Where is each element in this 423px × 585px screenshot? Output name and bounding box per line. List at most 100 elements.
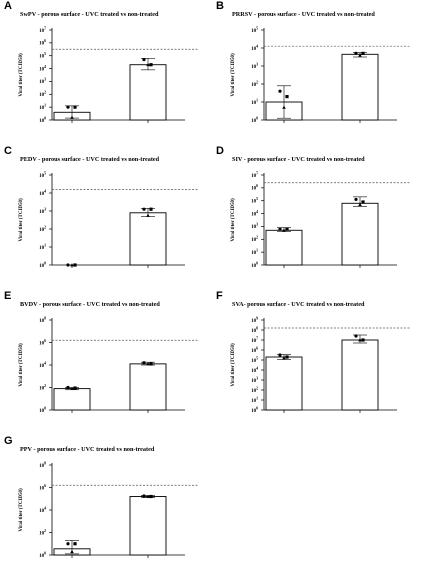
- y-tick-label: 102: [39, 225, 46, 233]
- data-point: [278, 89, 282, 93]
- y-tick-label: 103: [251, 376, 258, 384]
- figure: A SwPV - porous surface - UVC treated vs…: [0, 0, 423, 559]
- y-tick-label: 103: [251, 62, 258, 70]
- data-point: [358, 338, 362, 342]
- y-tick-label: 105: [251, 197, 258, 205]
- panel-letter: D: [216, 145, 224, 157]
- panel-e: E BVDV - porous surface - UVC treated vs…: [0, 290, 211, 440]
- y-axis-label: Viral titer (TCID50): [231, 198, 236, 242]
- panel-g: G PPV - porous surface - UVC treated vs …: [0, 435, 211, 585]
- data-point: [285, 355, 289, 359]
- bar: [341, 339, 379, 411]
- y-tick-label: 102: [39, 91, 46, 99]
- data-point: [354, 334, 358, 338]
- panel-letter: B: [216, 0, 224, 12]
- y-tick-label: 101: [251, 396, 258, 404]
- data-point: [66, 385, 70, 390]
- data-point: [142, 361, 146, 365]
- panel-a: A SwPV - porous surface - UVC treated vs…: [0, 0, 211, 150]
- data-point: [149, 207, 153, 211]
- y-tick-label: 100: [39, 261, 46, 269]
- y-axis-label: Viral titer (TCID50): [19, 198, 24, 242]
- bar: [129, 363, 167, 411]
- y-tick-label: 108: [251, 326, 258, 334]
- data-point: [149, 362, 153, 366]
- data-point: [70, 115, 74, 119]
- y-tick-label: 102: [251, 236, 258, 244]
- y-tick-label: 108: [39, 316, 46, 324]
- panel-letter: E: [4, 290, 12, 302]
- panel-letter: A: [4, 0, 12, 12]
- data-point: [358, 202, 362, 206]
- data-point: [146, 213, 150, 217]
- panel-letter: C: [4, 145, 12, 157]
- y-tick-label: 106: [39, 339, 46, 347]
- y-tick-label: 100: [251, 116, 258, 124]
- y-tick-label: 100: [39, 116, 46, 124]
- y-tick-label: 106: [39, 39, 46, 47]
- panel-f: F SVA- porous surface - UVC treated vs n…: [212, 290, 423, 440]
- panel-b: B PRRSV - porous surface - UVC treated v…: [212, 0, 423, 150]
- data-point: [361, 338, 365, 342]
- data-point: [146, 362, 150, 366]
- y-tick-label: 107: [251, 336, 258, 344]
- panel-title: SVA- porous surface - UVC treated vs non…: [232, 301, 365, 308]
- y-tick-label: 101: [251, 98, 258, 106]
- bar: [265, 229, 303, 266]
- y-tick-label: 102: [251, 80, 258, 88]
- y-axis-label: Viral titer (TCID50): [19, 488, 24, 532]
- y-tick-label: 104: [251, 366, 258, 374]
- y-tick-label: 103: [39, 207, 46, 215]
- y-tick-label: 109: [251, 316, 258, 324]
- panel-letter: G: [4, 435, 13, 447]
- data-point: [142, 207, 146, 211]
- y-axis-label: Viral titer (TCID50): [231, 53, 236, 97]
- panel-c: C PEDV - porous surface - UVC treated vs…: [0, 145, 211, 295]
- y-tick-label: 100: [39, 551, 46, 559]
- data-point: [73, 105, 77, 109]
- data-point: [285, 227, 289, 231]
- data-point: [278, 353, 282, 357]
- data-point: [146, 494, 150, 498]
- bar-chart: Viral titer (TCID50) 100 101 102 103 104 105 10…: [231, 171, 410, 269]
- y-tick-label: 102: [39, 529, 46, 537]
- panel-letter: F: [216, 290, 223, 302]
- bar: [53, 388, 91, 411]
- bar-chart: Viral titer (TCID50) 100 102 104 106 108: [19, 316, 198, 414]
- data-point: [70, 263, 74, 267]
- data-point: [358, 53, 362, 57]
- bar: [129, 496, 167, 556]
- bar: [129, 64, 167, 121]
- data-point: [282, 228, 286, 232]
- data-point: [361, 200, 365, 204]
- bar-chart: Viral titer (TCID50) 100 102 104 106 108: [19, 461, 198, 559]
- bar: [341, 202, 379, 266]
- y-tick-label: 100: [39, 406, 46, 414]
- data-point: [73, 263, 77, 267]
- data-point: [70, 386, 74, 391]
- y-tick-label: 100: [251, 406, 258, 414]
- data-point: [66, 105, 70, 109]
- data-point: [285, 95, 289, 99]
- data-point: [278, 227, 282, 231]
- data-point: [73, 542, 77, 546]
- y-axis-label: Viral titer (TCID50): [231, 343, 236, 387]
- bar-chart: Viral titer (TCID50) 100 101 102 103 104 105 10…: [19, 26, 198, 124]
- y-tick-label: 103: [251, 223, 258, 231]
- y-tick-label: 105: [39, 52, 46, 60]
- y-tick-label: 107: [251, 171, 258, 179]
- data-point: [66, 263, 70, 267]
- data-point: [354, 51, 358, 56]
- y-tick-label: 105: [39, 171, 46, 179]
- panel-d: D SIV - porous surface - UVC treated vs …: [212, 145, 423, 295]
- y-tick-label: 102: [251, 386, 258, 394]
- y-tick-label: 107: [39, 26, 46, 34]
- y-tick-label: 104: [251, 44, 258, 52]
- data-point: [149, 63, 153, 67]
- y-tick-label: 100: [251, 261, 258, 269]
- panel-title: PRRSV - porous surface - UVC treated vs …: [232, 11, 375, 18]
- panel-title: SIV - porous surface - UVC treated vs no…: [232, 156, 365, 163]
- y-tick-label: 103: [39, 78, 46, 86]
- data-point: [282, 105, 286, 109]
- bar-chart: Viral titer (TCID50) 100 101 102 103 104 105: [231, 26, 410, 124]
